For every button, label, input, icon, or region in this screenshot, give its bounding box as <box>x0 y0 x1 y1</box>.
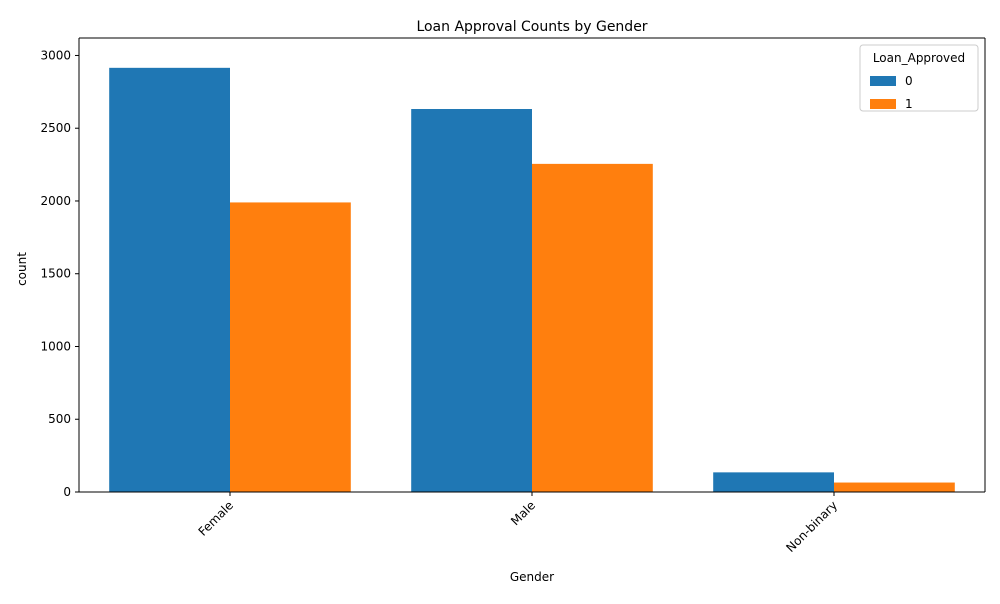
bar-non-binary-series-0 <box>713 472 834 492</box>
y-tick-label: 2000 <box>40 194 71 208</box>
legend: Loan_Approved 01 <box>859 44 979 112</box>
x-tick-label: Male <box>508 498 538 528</box>
y-tick-label: 3000 <box>40 48 71 62</box>
legend-title: Loan_Approved <box>873 51 965 65</box>
plot-area <box>79 37 986 492</box>
y-tick-label: 1000 <box>40 339 71 353</box>
x-tick-label: Non-binary <box>783 498 840 555</box>
legend-box <box>859 44 979 112</box>
bar-male-series-1 <box>532 163 653 492</box>
x-axis-label: Gender <box>510 570 554 584</box>
bar-non-binary-series-1 <box>834 482 955 492</box>
bar-female-series-1 <box>230 202 351 492</box>
bar-female-series-0 <box>109 67 230 492</box>
y-tick-label: 500 <box>48 412 71 426</box>
legend-label-1: 1 <box>905 97 913 111</box>
y-tick-label: 2500 <box>40 121 71 135</box>
y-axis-label: count <box>15 252 29 286</box>
y-tick-label: 0 <box>63 485 71 499</box>
legend-swatch-1 <box>870 99 896 109</box>
bar-male-series-0 <box>411 109 532 492</box>
legend-items: 01 <box>870 74 913 111</box>
y-tick-label: 1500 <box>40 267 71 281</box>
x-axis: Female Male Non-binary <box>79 491 985 555</box>
chart-title: Loan Approval Counts by Gender <box>416 19 647 35</box>
x-tick-label: Female <box>196 498 237 539</box>
legend-swatch-0 <box>870 76 896 86</box>
legend-label-0: 0 <box>905 74 913 88</box>
y-axis: 0 500 1000 1500 2000 2500 3000 <box>40 38 80 499</box>
